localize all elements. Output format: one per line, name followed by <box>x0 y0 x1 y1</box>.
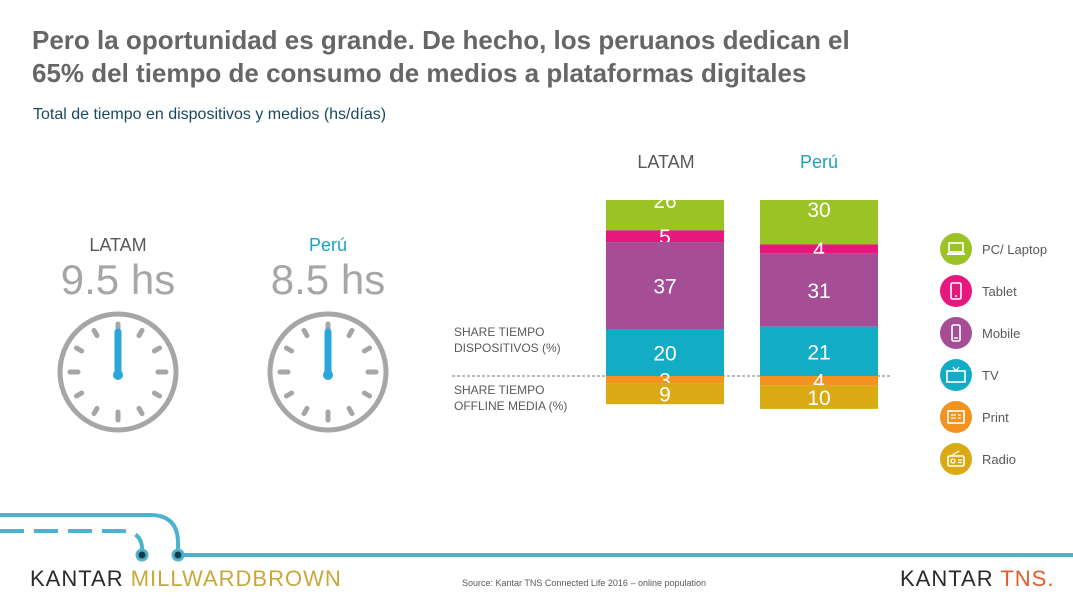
bar-value-label: 3 <box>659 370 671 393</box>
clock-icon <box>267 311 389 433</box>
bar-segment-print <box>760 376 878 386</box>
clock-latam: LATAM 9.5 hs <box>18 235 218 437</box>
clock-tick <box>151 390 163 399</box>
legend-label: Mobile <box>982 325 1021 341</box>
bar-segment-pc-laptop <box>606 200 724 231</box>
clock-tick <box>136 405 145 417</box>
bar-segment-radio <box>606 383 724 405</box>
tv-icon <box>940 359 972 391</box>
clock-tick <box>346 327 355 339</box>
source-note: Source: Kantar TNS Connected Life 2016 –… <box>462 578 707 588</box>
clock-tick <box>361 390 373 399</box>
newspaper-icon <box>940 401 972 433</box>
page-title: Pero la oportunidad es grande. De hecho,… <box>32 24 992 90</box>
clock-label: LATAM <box>89 235 147 255</box>
laptop-icon <box>940 233 972 265</box>
clock-tick <box>151 345 163 354</box>
legend-label: Radio <box>982 451 1016 467</box>
clock-tick <box>301 327 310 339</box>
share-group-label: SHARE TIEMPO <box>454 383 544 397</box>
legend-item-print: Print <box>940 396 1047 438</box>
legend-label: PC/ Laptop <box>982 241 1048 257</box>
bar-segment-tv <box>760 326 878 376</box>
clock-icon <box>57 311 179 433</box>
title-line-2: 65% del tiempo de consumo de medios a pl… <box>32 58 807 88</box>
tablet-icon <box>940 275 972 307</box>
mobile-icon <box>940 317 972 349</box>
metro-line-graphic <box>0 513 1073 562</box>
share-group-label: OFFLINE MEDIA (%) <box>454 399 567 413</box>
clock-tick <box>73 345 85 354</box>
bar-value-label: 5 <box>659 226 671 249</box>
bar-value-label: 10 <box>807 387 830 410</box>
clock-tick <box>301 405 310 417</box>
share-group-label: DISPOSITIVOS (%) <box>454 341 561 355</box>
bar-segment-radio <box>760 385 878 409</box>
column-header-latam: LATAM <box>637 152 695 172</box>
clock-tick <box>283 390 295 399</box>
bar-segment-pc-laptop <box>760 200 878 245</box>
column-header-peru: Perú <box>799 152 839 172</box>
legend-item-radio: Radio <box>940 438 1047 480</box>
clock-label: Perú <box>308 235 348 255</box>
clock-tick <box>361 345 373 354</box>
clock-peru: Perú 8.5 hs <box>228 235 428 437</box>
title-line-1: Pero la oportunidad es grande. De hecho,… <box>32 25 850 55</box>
legend-label: Print <box>982 409 1009 425</box>
bar-segment-tablet <box>760 244 878 254</box>
legend-item-pc-laptop: PC/ Laptop <box>940 228 1047 270</box>
clock-tick <box>346 405 355 417</box>
clock-tick <box>91 327 100 339</box>
clock-tick <box>136 327 145 339</box>
bar-segment-mobile <box>760 253 878 327</box>
bar-segment-tv <box>606 329 724 376</box>
radio-icon <box>940 443 972 475</box>
legend-item-tablet: Tablet <box>940 270 1047 312</box>
clock-tick <box>73 390 85 399</box>
bar-segment-print <box>606 376 724 384</box>
legend-label: Tablet <box>982 283 1017 299</box>
bar-value-label: 9 <box>659 384 671 407</box>
bar-value-label: 20 <box>653 343 676 366</box>
bar-value-label: 37 <box>653 276 676 299</box>
bar-value-label: 26 <box>653 200 676 213</box>
clock-hours: 9.5 hs <box>60 256 176 303</box>
bar-segment-tablet <box>606 230 724 243</box>
legend-item-tv: TV <box>940 354 1047 396</box>
kantar-millwardbrown-logo: KANTAR MILLWARDBROWN <box>30 566 342 591</box>
bar-value-label: 30 <box>807 200 830 222</box>
clock-hours: 8.5 hs <box>270 256 386 303</box>
bar-value-label: 21 <box>807 341 830 364</box>
legend: PC/ Laptop Tablet Mobile TV Print Radio <box>940 228 1047 480</box>
share-group-label: SHARE TIEMPO <box>454 325 544 339</box>
bar-value-label: 31 <box>807 280 830 303</box>
chart-subtitle: Total de tiempo en dispositivos y medios… <box>33 106 387 123</box>
bar-segment-mobile <box>606 242 724 329</box>
kantar-tns-logo: KANTAR TNS. <box>900 566 1055 591</box>
clock-tick <box>283 345 295 354</box>
clock-tick <box>91 405 100 417</box>
legend-label: TV <box>982 367 999 383</box>
legend-item-mobile: Mobile <box>940 312 1047 354</box>
